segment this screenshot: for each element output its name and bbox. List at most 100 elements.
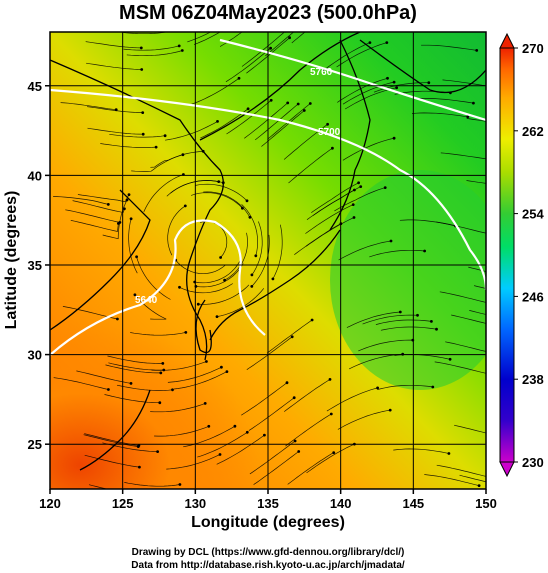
streamline [154,425,209,437]
streamline-arrow [163,134,167,138]
streamline [380,326,437,331]
x-tick-label: 120 [39,496,61,511]
streamline [321,42,371,72]
streamline [411,112,468,118]
streamline [283,124,328,160]
contour-5700 [50,88,486,291]
y-tick-label: 30 [28,348,42,363]
streamline [421,44,477,51]
streamline-arrow [162,368,166,372]
hokkaido-coast [359,39,486,94]
streamline [83,434,139,447]
streamline-arrow [495,159,498,162]
streamline [253,451,299,485]
streamline-arrow [395,86,398,90]
streamline-arrow [447,452,451,455]
streamline [436,464,486,477]
streamline-arrow [129,382,133,385]
streamline [189,78,240,106]
streamline-arrow [180,49,184,52]
colorbar-tick-label: 254 [522,207,544,222]
streamline [187,32,212,43]
streamline-arrow [183,204,187,208]
streamline-arrow [286,101,290,105]
streamline [225,47,271,83]
streamline [283,379,331,412]
streamline [468,266,486,272]
streamline-arrow [220,365,223,369]
streamline [261,110,305,147]
streamline-arrow [241,206,244,210]
streamline-arrow [416,313,419,317]
x-axis-label: Longitude (degrees) [191,514,345,531]
streamline [451,314,486,324]
streamline [334,187,386,212]
colorbar-min-arrow [499,461,515,478]
colorbar-tick-label: 238 [522,372,544,387]
streamline [167,205,186,256]
streamline [136,256,171,300]
streamline [183,425,236,448]
streamline-arrow [250,285,254,288]
streamline-arrow [430,320,433,323]
y-tick-label: 25 [28,437,42,452]
streamline-arrow [245,430,249,434]
x-tick-label: 135 [257,496,279,511]
streamline [251,234,270,287]
streamline-arrow [250,273,254,277]
china-coast [50,189,151,331]
streamline-arrow [435,327,438,331]
streamline-arrow [472,101,475,105]
kyushu-coast [195,299,212,354]
contour-5760 [219,38,486,122]
streamline-arrow [176,28,179,31]
streamline-arrow [171,388,174,392]
grid-lines [50,32,486,489]
streamline-arrow [245,199,249,203]
streamline-arrow [385,41,389,44]
streamline [306,443,355,474]
streamline [375,319,432,325]
streamline-arrow [246,107,250,111]
streamline [265,32,295,57]
streamline-arrow [302,109,306,112]
streamline-arrow [431,385,435,389]
colorbar-body [499,47,515,463]
streamline-arrow [215,315,219,318]
streamline [469,310,486,315]
streamline-arrow [141,132,145,136]
credit-line-1: Drawing by DCL (https://www.gfd-dennou.o… [132,547,405,558]
streamline [424,474,480,486]
streamline [166,454,221,470]
streamline-arrow [248,215,252,219]
streamline [194,258,242,284]
streamline-arrow [423,249,426,253]
streamline [104,394,160,404]
streamline-arrow [269,46,272,50]
streamline-arrow [196,302,200,306]
streamline [251,221,263,276]
streamline-arrow [254,254,258,258]
streamline-arrow [376,386,379,390]
streamline [108,362,164,371]
streamline [305,217,355,247]
streamline-arrow [154,145,158,149]
streamline-arrow [181,153,185,157]
streamline-arrow [389,239,393,243]
colorbar-tick-label: 246 [522,289,544,304]
streamline-arrow [292,396,296,400]
streamline-arrow [308,102,312,105]
manchuria-coast [199,32,361,141]
streamline-arrow [392,136,396,140]
streamline [246,336,293,370]
streamline-arrow [521,185,524,188]
x-tick-label: 150 [475,496,497,511]
streamline [173,371,228,390]
streamline [312,186,361,216]
streamline [224,232,248,281]
streamline-arrow [219,256,223,259]
streamline [124,482,180,487]
streamline-arrow [497,86,500,89]
streamline [87,127,144,135]
